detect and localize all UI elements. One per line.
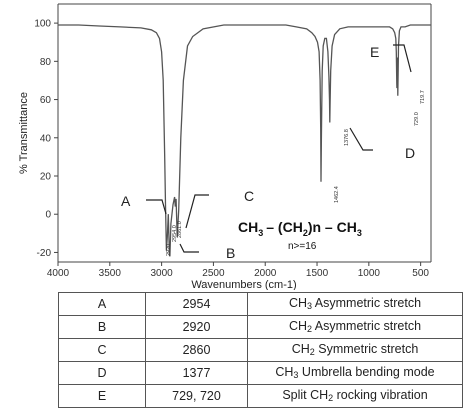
peak-label-1377: 1376.8 <box>344 129 350 146</box>
assignment-post: Symmetric stretch <box>314 341 419 356</box>
assignment-subscript: 3 <box>307 300 313 311</box>
peak-label-group: 2954.0 2920 2861.0 1462.4 1376.8 729.0 7… <box>166 90 426 256</box>
assignment-cell: Split CH2 rocking vibration <box>247 384 463 408</box>
x-tick-label: 500 <box>412 268 429 279</box>
peak-label-720: 719.7 <box>420 90 426 104</box>
row-label-cell: A <box>58 292 146 316</box>
wavenumber-cell: 2954 <box>145 292 248 316</box>
annotation-d-leader <box>349 127 373 151</box>
y-axis-title: % Transmittance <box>18 92 30 174</box>
peak-label-2920: 2920 <box>166 244 172 256</box>
y-tick-label: 60 <box>40 95 52 106</box>
annotation-c-leader <box>185 194 209 229</box>
y-tick-label: -20 <box>37 248 52 259</box>
annotation-b: B <box>226 245 235 261</box>
assignment-pre: CH <box>275 364 294 379</box>
peak-label-729: 729.0 <box>414 112 420 126</box>
x-tick-label: 1000 <box>358 268 381 279</box>
row-label-cell: D <box>58 361 146 385</box>
assignment-post: Asymmetric stretch <box>312 295 422 310</box>
x-tick-label: 2500 <box>202 268 225 279</box>
table-row: A 2954 CH3 Asymmetric stretch <box>58 292 463 316</box>
annotation-c: C <box>244 188 254 204</box>
wavenumber-cell: 2860 <box>145 338 248 362</box>
assignment-pre: CH <box>291 341 310 356</box>
assignment-subscript: 2 <box>309 346 315 357</box>
table-row: D 1377 CH3 Umbrella bending mode <box>58 361 463 385</box>
assignment-subscript: 2 <box>328 392 334 403</box>
assignment-cell: CH3 Asymmetric stretch <box>247 292 463 316</box>
ir-spectrum-chart: 4000 3500 3000 2500 2000 1500 1000 500 -20 0 20 40… <box>18 3 432 290</box>
row-label-cell: C <box>58 338 146 362</box>
spectrum-line <box>58 24 431 257</box>
x-tick-label: 2000 <box>254 268 277 279</box>
assignment-table-body: A 2954 CH3 Asymmetric stretch B 2920 CH2 Asym… <box>58 292 463 408</box>
y-tick-group: -20 0 20 40 60 80 100 <box>34 19 58 259</box>
table-row: E 729, 720 Split CH2 rocking vibration <box>58 384 463 408</box>
wavenumber-cell: 2920 <box>145 315 248 339</box>
assignment-pre: CH <box>288 318 307 333</box>
assignment-post: Umbrella bending mode <box>298 364 435 379</box>
assignment-pre: CH <box>288 295 307 310</box>
y-tick-label: 40 <box>40 133 52 144</box>
wavenumber-cell: 729, 720 <box>145 384 248 408</box>
wavenumber-cell: 1377 <box>145 361 248 385</box>
assignment-pre: Split CH <box>282 387 329 402</box>
formula-note: n>=16 <box>288 241 317 252</box>
x-tick-label: 3000 <box>150 268 173 279</box>
annotation-e-leader <box>393 44 412 73</box>
x-tick-group: 4000 3500 3000 2500 2000 1500 1000 500 <box>47 262 429 279</box>
peak-label-2861: 2861.0 <box>177 221 183 238</box>
row-label-cell: E <box>58 384 146 408</box>
assignment-cell: CH3 Umbrella bending mode <box>247 361 463 385</box>
peak-label-1462: 1462.4 <box>334 186 340 203</box>
formula-text: CH3– (CH2)n – CH3 <box>238 219 362 238</box>
table-row: B 2920 CH2 Asymmetric stretch <box>58 315 463 339</box>
annotation-e: E <box>370 44 379 60</box>
x-tick-label: 3500 <box>99 268 122 279</box>
annotation-b-leader <box>179 243 199 253</box>
y-tick-label: 100 <box>34 19 51 30</box>
y-tick-label: 20 <box>40 172 52 183</box>
assignment-cell: CH2 Asymmetric stretch <box>247 315 463 339</box>
row-label-cell: B <box>58 315 146 339</box>
assignment-subscript: 2 <box>307 323 313 334</box>
peak-assignment-table: A 2954 CH3 Asymmetric stretch B 2920 CH2 Asym… <box>58 292 463 408</box>
assignment-post: rocking vibration <box>333 387 428 402</box>
x-tick-label: 4000 <box>47 268 70 279</box>
x-tick-label: 1500 <box>306 268 329 279</box>
x-axis-title: Wavenumbers (cm-1) <box>191 279 296 290</box>
y-tick-label: 0 <box>45 210 51 221</box>
assignment-cell: CH2 Symmetric stretch <box>247 338 463 362</box>
polymer-formula: CH3– (CH2)n – CH3 n>=16 <box>238 219 362 252</box>
assignment-post: Asymmetric stretch <box>312 318 422 333</box>
annotation-a: A <box>121 193 131 209</box>
annotation-a-leader <box>146 199 167 215</box>
assignment-subscript: 3 <box>293 369 299 380</box>
annotation-group: A B C D E <box>121 44 415 261</box>
peak-label-2954: 2954.0 <box>172 225 178 242</box>
y-tick-label: 80 <box>40 57 52 68</box>
annotation-d: D <box>405 145 415 161</box>
table-row: C 2860 CH2 Symmetric stretch <box>58 338 463 362</box>
